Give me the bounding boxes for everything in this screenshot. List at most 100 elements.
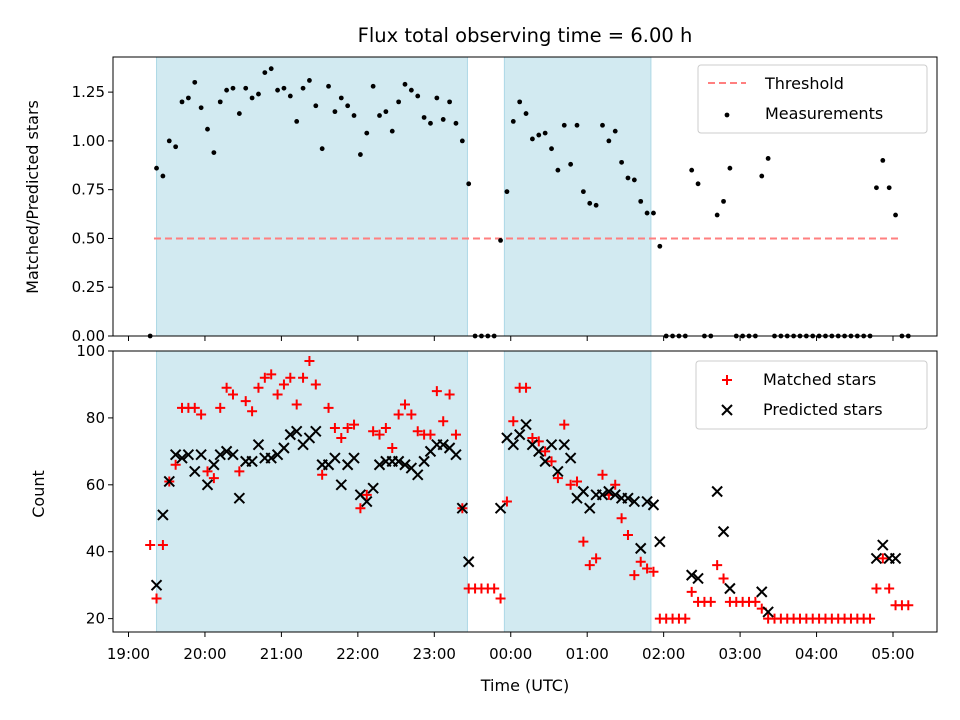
predicted-star-point: [539, 455, 551, 468]
x-tick-label: 02:00: [642, 645, 685, 663]
matched-star-point: [425, 429, 436, 440]
matched-star-point: [342, 422, 353, 433]
y-tick-label: 20: [86, 610, 105, 628]
measurement-point: [338, 95, 344, 101]
measurement-point: [313, 103, 319, 109]
top-y-axis-label: Matched/Predicted stars: [23, 100, 42, 294]
predicted-star-point: [361, 495, 373, 508]
matched-star-point: [202, 466, 213, 477]
observing-window-band: [503, 350, 652, 633]
measurement-point: [173, 144, 179, 150]
measurement-point: [377, 113, 382, 118]
predicted-star-point: [507, 438, 520, 451]
measurement-point: [568, 161, 574, 167]
measurement-point: [498, 237, 503, 243]
predicted-star-point: [450, 448, 462, 461]
legend-box: [695, 360, 928, 430]
predicted-star-point: [195, 448, 207, 461]
measurement-point: [504, 189, 510, 195]
measurement-point: [211, 150, 217, 156]
matched-star-point: [865, 613, 876, 624]
matched-star-point: [750, 596, 761, 607]
matched-star-point: [393, 409, 404, 420]
matched-star-point: [278, 379, 289, 390]
matched-star-point: [686, 586, 697, 597]
measurement-point: [408, 87, 414, 93]
predicted-star-point: [246, 455, 258, 468]
matched-star-point: [208, 473, 219, 484]
measurement-point: [580, 189, 586, 195]
top-plot-frame: [112, 56, 938, 337]
predicted-star-point: [329, 452, 341, 464]
y-tick-label: 80: [86, 409, 105, 427]
matched-star-point: [642, 563, 653, 574]
predicted-star-point: [577, 485, 590, 498]
predicted-star-point: [533, 445, 545, 458]
matched-star-point: [546, 456, 557, 467]
x-tick-label: 01:00: [566, 645, 609, 663]
matched-star-point: [349, 419, 360, 430]
legend-measurement-swatch: [724, 112, 730, 118]
matched-star-point: [240, 396, 251, 407]
predicted-star-point: [169, 448, 182, 461]
predicted-star-point: [373, 459, 386, 471]
measurement-point: [631, 177, 637, 183]
measurement-point: [714, 212, 720, 218]
predicted-star-point: [622, 492, 634, 504]
measurement-point: [765, 156, 771, 161]
measurement-point: [880, 158, 886, 163]
measurement-point: [619, 159, 625, 165]
measurement-point: [383, 109, 389, 115]
predicted-star-point: [399, 459, 411, 471]
measurement-point: [555, 167, 561, 173]
measurement-point: [447, 99, 452, 105]
predicted-star-point: [163, 475, 175, 488]
matched-star-point: [266, 369, 277, 380]
predicted-star-point: [335, 479, 347, 491]
measurement-point: [256, 91, 261, 97]
observing-window-band: [156, 56, 468, 337]
matched-star-point: [501, 496, 512, 507]
matched-star-point: [355, 503, 366, 514]
predicted-star-point: [558, 438, 570, 451]
measurement-point: [542, 130, 548, 136]
matched-star-point: [877, 553, 888, 564]
predicted-star-point: [182, 448, 195, 461]
matched-star-point: [431, 386, 442, 397]
measurement-point: [217, 99, 223, 105]
legend-box: [697, 64, 928, 134]
measurement-point: [759, 173, 765, 179]
predicted-star-point: [889, 552, 902, 565]
measurement-point: [893, 212, 898, 218]
matched-star-point: [406, 409, 417, 420]
matched-star-point: [597, 469, 608, 480]
x-tick-label: 00:00: [489, 645, 532, 663]
matched-star-point: [227, 389, 238, 400]
predicted-star-point: [265, 452, 277, 464]
matched-star-point: [584, 560, 595, 571]
predicted-star-point: [367, 482, 379, 494]
legend-predicted-swatch: [721, 404, 733, 416]
measurement-point: [281, 85, 287, 91]
matched-star-point: [521, 382, 532, 393]
predicted-star-point: [418, 455, 430, 468]
legend-matched-swatch: [722, 375, 732, 385]
matched-star-point: [259, 372, 270, 383]
matched-star-point: [495, 593, 506, 604]
matched-star-point: [438, 416, 449, 427]
measurement-point: [389, 128, 395, 134]
matched-star-point: [234, 466, 245, 477]
matched-star-point: [565, 479, 576, 490]
predicted-star-point: [654, 535, 666, 548]
x-tick-label: 19:00: [107, 645, 150, 663]
matched-star-point: [412, 426, 423, 437]
matched-star-point: [629, 570, 640, 581]
measurement-point: [192, 79, 198, 85]
y-tick-label: 0.00: [72, 327, 105, 345]
top-legend: Threshold Measurements: [697, 64, 928, 134]
measurement-point: [364, 130, 370, 136]
measurement-point: [657, 243, 663, 249]
measurement-point: [593, 202, 599, 208]
legend-label: Predicted stars: [763, 400, 883, 419]
